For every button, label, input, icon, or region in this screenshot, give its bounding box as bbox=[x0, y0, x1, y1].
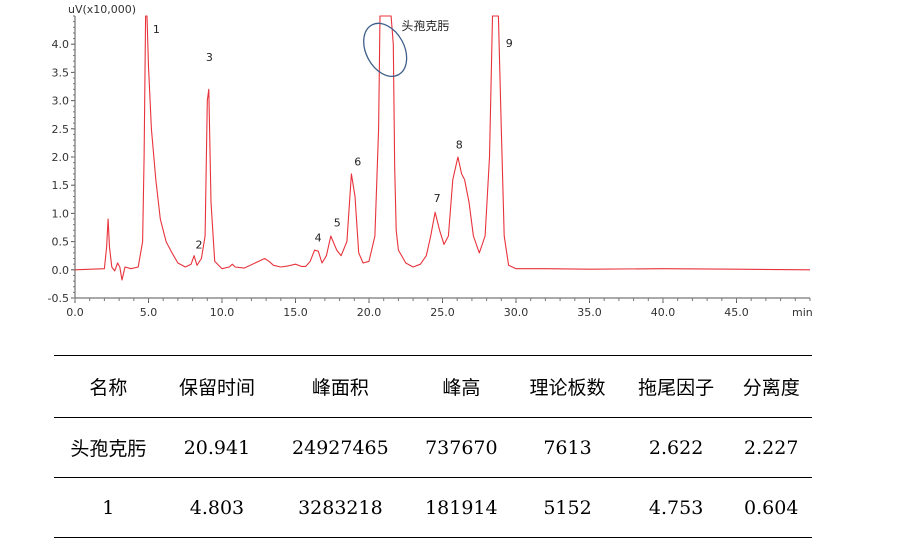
x-axis-label: min bbox=[792, 306, 813, 319]
cefixime-annotation: 头孢克肟 bbox=[363, 19, 449, 77]
y-axis-label: uV(x10,000) bbox=[68, 3, 136, 16]
header-peak-area: 峰面积 bbox=[271, 355, 410, 418]
x-tick-label: 15.0 bbox=[283, 306, 308, 319]
cell-tailing-factor: 4.753 bbox=[621, 477, 731, 538]
cell-retention-time: 4.803 bbox=[162, 477, 272, 538]
cell-theoretical-plates: 5152 bbox=[513, 477, 622, 538]
cell-name: 1 bbox=[54, 477, 163, 538]
x-tick-label: 0.0 bbox=[66, 306, 84, 319]
x-tick-label: 10.0 bbox=[210, 306, 235, 319]
plot-area bbox=[74, 15, 811, 281]
cell-theoretical-plates: 7613 bbox=[513, 417, 622, 478]
peak-labels: 1 2 3 45 6 7 8 9 bbox=[153, 23, 513, 251]
header-peak-height: 峰高 bbox=[409, 355, 514, 418]
x-tick-label: 5.0 bbox=[140, 306, 158, 319]
x-tick-label: 25.0 bbox=[430, 306, 455, 319]
cell-retention-time: 20.941 bbox=[162, 417, 272, 478]
peak-label-8: 8 bbox=[456, 139, 463, 152]
annotation-label: 头孢克肟 bbox=[401, 19, 449, 33]
y-tick-label: 1.0 bbox=[52, 207, 70, 220]
cell-resolution: 2.227 bbox=[730, 417, 812, 478]
peak-label-1: 1 bbox=[153, 23, 160, 36]
chromatogram-trace bbox=[74, 15, 811, 281]
y-axis: -0.5 0.0 0.5 1.0 1.5 2.0 2.5 3.0 3.5 4.0 uV(x10,0… bbox=[48, 3, 137, 305]
peak-label-4: 4 bbox=[315, 232, 322, 245]
x-tick-label: 45.0 bbox=[724, 306, 749, 319]
peak-label-3: 3 bbox=[206, 51, 213, 64]
annotation-ellipse bbox=[363, 22, 408, 77]
header-theoretical-plates: 理论板数 bbox=[513, 355, 622, 418]
y-tick-label: 3.0 bbox=[52, 95, 70, 108]
table-row: 头孢克肟 20.941 24927465 737670 7613 2.622 2… bbox=[54, 417, 812, 478]
peak-label-5: 5 bbox=[334, 216, 341, 229]
chromatogram-chart: -0.50.00.51.01.52.02.53.03.54.0 uV(x10,0… bbox=[48, 3, 813, 319]
cell-peak-height: 737670 bbox=[409, 417, 514, 478]
x-axis: 0.0 5.0 10.0 15.0 20.0 25.0 30.0 35.0 40.0 45.0 m… bbox=[66, 297, 813, 319]
cell-peak-area: 3283218 bbox=[271, 477, 410, 538]
peak-label-6: 6 bbox=[354, 155, 361, 168]
header-tailing-factor: 拖尾因子 bbox=[621, 355, 731, 418]
cell-resolution: 0.604 bbox=[730, 477, 812, 538]
table-header-row: 名称 保留时间 峰面积 峰高 理论板数 拖尾因子 分离度 bbox=[54, 355, 812, 418]
results-table: 名称 保留时间 峰面积 峰高 理论板数 拖尾因子 分离度 头孢克肟 20.941… bbox=[54, 355, 812, 538]
table-row: 1 4.803 3283218 181914 5152 4.753 0.604 bbox=[54, 477, 812, 538]
header-resolution: 分离度 bbox=[730, 355, 812, 418]
y-tick-label: 0.0 bbox=[52, 264, 70, 277]
y-ticks: -0.5 0.0 0.5 1.0 1.5 2.0 2.5 3.0 3.5 4.0 bbox=[48, 15, 75, 305]
y-tick-label: 2.5 bbox=[52, 123, 70, 136]
header-retention-time: 保留时间 bbox=[162, 355, 272, 418]
y-tick-label: 2.0 bbox=[52, 151, 70, 164]
cell-peak-area: 24927465 bbox=[271, 417, 410, 478]
y-tick-label: 4.0 bbox=[52, 38, 70, 51]
y-tick-label: -0.5 bbox=[48, 292, 69, 305]
cell-peak-height: 181914 bbox=[409, 477, 514, 538]
header-name: 名称 bbox=[54, 355, 163, 418]
y-tick-label: 3.5 bbox=[52, 66, 70, 79]
x-tick-label: 20.0 bbox=[357, 306, 382, 319]
cell-tailing-factor: 2.622 bbox=[621, 417, 731, 478]
peak-label-2: 2 bbox=[196, 238, 203, 251]
y-tick-label: 0.5 bbox=[52, 236, 70, 249]
x-tick-label: 30.0 bbox=[504, 306, 529, 319]
peak-label-7: 7 bbox=[434, 192, 441, 205]
cell-name: 头孢克肟 bbox=[54, 417, 163, 478]
x-tick-label: 40.0 bbox=[651, 306, 676, 319]
x-tick-label: 35.0 bbox=[577, 306, 602, 319]
peak-label-9: 9 bbox=[506, 37, 513, 50]
y-tick-label: 1.5 bbox=[52, 179, 70, 192]
x-ticks: 0.0 5.0 10.0 15.0 20.0 25.0 30.0 35.0 40.0 45.0 bbox=[66, 298, 811, 319]
